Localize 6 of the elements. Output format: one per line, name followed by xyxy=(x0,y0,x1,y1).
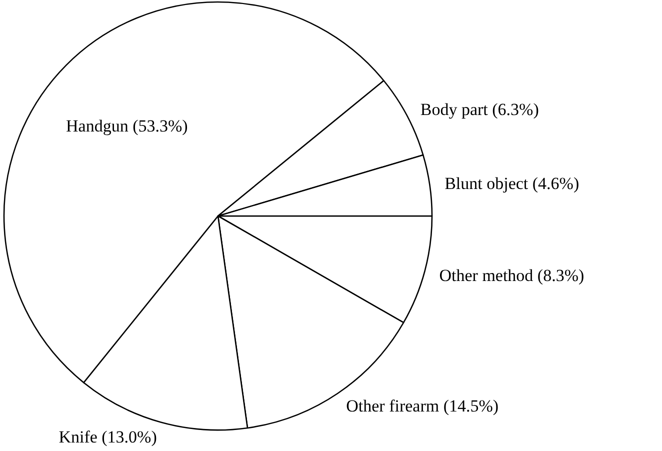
slice-label: Blunt object (4.6%) xyxy=(444,174,580,193)
slice-label: Handgun (53.3%) xyxy=(66,116,188,136)
slice-label: Other firearm (14.5%) xyxy=(346,396,499,416)
slice-label: Body part (6.3%) xyxy=(420,100,539,119)
slice-label: Other method (8.3%) xyxy=(439,266,584,285)
slice-label: Knife (13.0%) xyxy=(58,428,157,447)
